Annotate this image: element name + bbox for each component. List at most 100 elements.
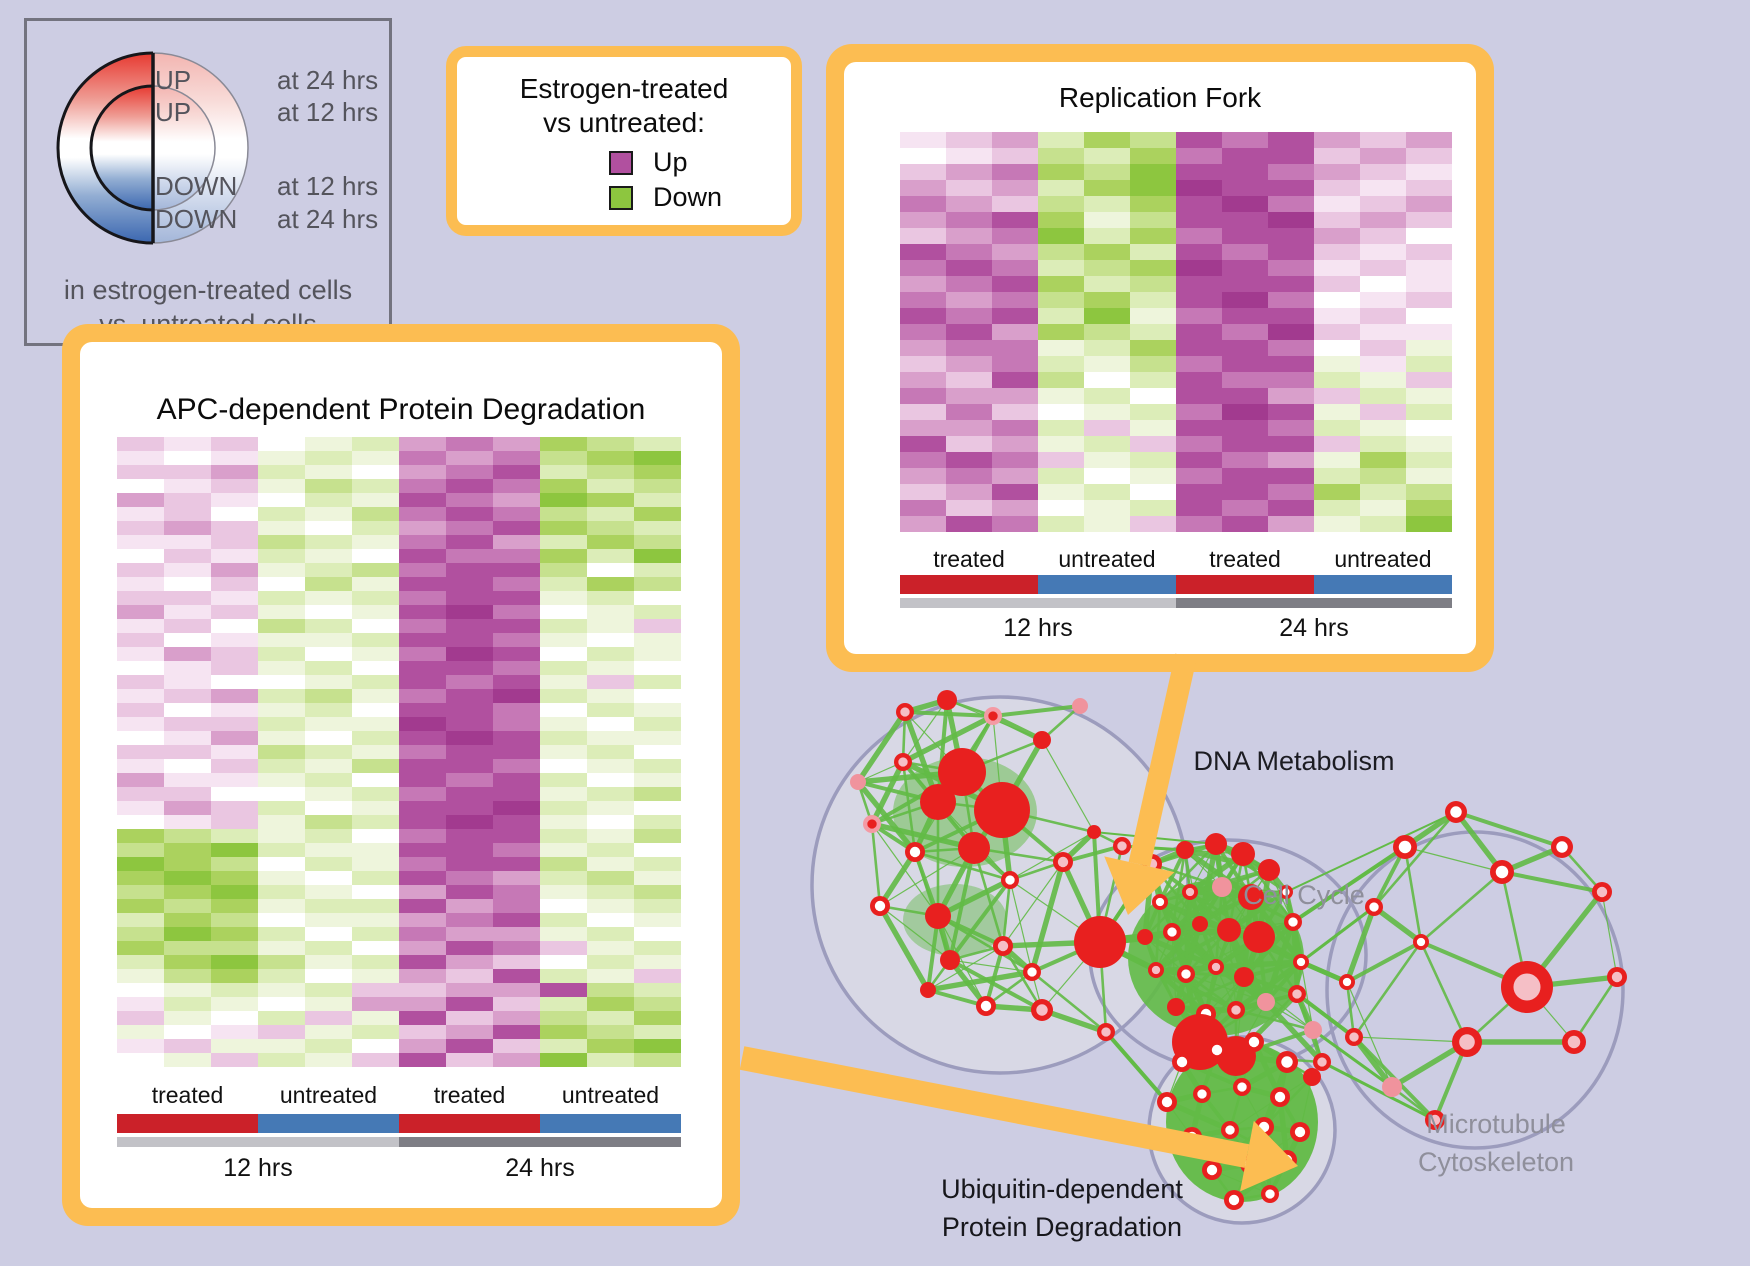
heatmap-cell: [1038, 436, 1084, 452]
heatmap-cell: [352, 605, 399, 619]
heatmap-cell: [211, 899, 258, 913]
heatmap-cell: [634, 647, 681, 661]
heatmap-cell: [117, 759, 164, 773]
heatmap-cell: [164, 451, 211, 465]
network-edge: [1181, 1060, 1243, 1089]
network-edge: [871, 800, 939, 826]
apc-panel-title: APC-dependent Protein Degradation: [156, 393, 646, 426]
heatmap-cell: [493, 675, 540, 689]
heatmap-cell: [1084, 388, 1130, 404]
heatmap-cell: [493, 871, 540, 885]
heatmap-cell: [634, 927, 681, 941]
heatmap-cell: [352, 899, 399, 913]
network-node-core: [1556, 841, 1568, 853]
network-edge: [985, 1003, 1043, 1013]
apc-time-labels: 12 hrs 24 hrs: [117, 1154, 681, 1183]
heatmap-cell: [399, 465, 446, 479]
heatmap-cell: [164, 969, 211, 983]
heatmap-cell: [1222, 212, 1268, 228]
edge-density-blob: [903, 884, 1007, 956]
heatmap-cell: [1176, 260, 1222, 276]
network-edge: [1092, 831, 1102, 943]
heatmap-cell: [634, 493, 681, 507]
heatmap-cell: [1314, 340, 1360, 356]
network-node-core: [874, 900, 886, 912]
heatmap-cell: [634, 885, 681, 899]
network-edge: [927, 969, 1033, 993]
heatmap-cell: [211, 927, 258, 941]
heatmap-cell: [352, 437, 399, 451]
heatmap-cell: [540, 563, 587, 577]
apc-group-label-treated-24: treated: [433, 1082, 506, 1108]
heatmap-cell: [446, 843, 493, 857]
network-edge: [1143, 934, 1218, 970]
heatmap-cell: [164, 871, 211, 885]
heatmap-cell: [946, 388, 992, 404]
heatmap-cell: [446, 605, 493, 619]
network-edge: [879, 905, 951, 961]
heatmap-cell: [540, 479, 587, 493]
heatmap-cell: [211, 913, 258, 927]
heatmap-cell: [211, 731, 258, 745]
heatmap-cell: [164, 493, 211, 507]
heatmap-cell: [1268, 500, 1314, 516]
network-edge: [949, 959, 1033, 973]
network-node-core: [1197, 1089, 1207, 1099]
network-edge: [1184, 849, 1223, 888]
heatmap-cell: [399, 927, 446, 941]
network-edge: [1166, 1091, 1203, 1105]
up-label: Up: [653, 147, 688, 177]
heatmap-cell: [164, 521, 211, 535]
heatmap-cell: [446, 675, 493, 689]
network-edge: [1144, 936, 1187, 975]
network-edge: [1187, 891, 1203, 925]
heatmap-cell: [992, 164, 1038, 180]
heatmap-cell: [258, 605, 305, 619]
network-edge: [1169, 931, 1189, 975]
heatmap-cell: [992, 276, 1038, 292]
heatmap-cell: [399, 535, 446, 549]
heatmap-cell: [1084, 132, 1130, 148]
network-edge: [870, 770, 964, 826]
network-edge: [1215, 921, 1294, 968]
network-edge: [1215, 959, 1302, 970]
network-bridge-edge: [1099, 929, 1173, 945]
network-node: [1345, 1028, 1363, 1046]
network-node: [976, 996, 996, 1016]
heatmap-cell: [211, 675, 258, 689]
ring-legend-dir-down-12: DOWN: [155, 171, 238, 201]
network-node: [1365, 898, 1383, 916]
network-edge: [1228, 929, 1237, 1011]
network-edge: [1150, 863, 1174, 933]
heatmap-cell: [1084, 164, 1130, 180]
network-node-core: [1231, 1005, 1241, 1015]
heatmap-cell: [493, 1053, 540, 1067]
network-edge: [926, 959, 952, 991]
network-node: [1001, 871, 1019, 889]
heatmap-cell: [540, 647, 587, 661]
heatmap-cell: [946, 516, 992, 532]
heatmap-cell: [305, 577, 352, 591]
network-edge: [1198, 885, 1224, 926]
heatmap-cell: [446, 829, 493, 843]
network-node-core: [1611, 971, 1623, 983]
heatmap-cell: [1084, 212, 1130, 228]
network-node-core: [1596, 886, 1608, 898]
heatmap-cell: [164, 787, 211, 801]
network-edge: [1144, 927, 1230, 940]
network-node-core: [1369, 902, 1379, 912]
heatmap-cell: [305, 941, 352, 955]
network-edge: [960, 770, 1004, 812]
network-edge: [902, 761, 939, 803]
heatmap-cell: [1406, 132, 1452, 148]
heatmap-cell: [634, 871, 681, 885]
network-edge: [936, 715, 995, 803]
heatmap-cell: [1314, 324, 1360, 340]
bottom-margin: [0, 1266, 1750, 1279]
heatmap-cell: [1314, 260, 1360, 276]
heatmap-cell: [587, 465, 634, 479]
network-node: [905, 842, 925, 862]
network-node-core: [898, 757, 908, 767]
heatmap-cell: [117, 1011, 164, 1025]
network-edge: [1098, 845, 1124, 943]
